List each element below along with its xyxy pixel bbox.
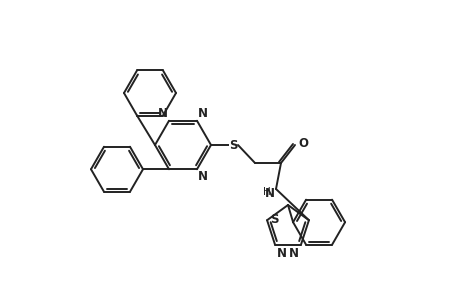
Text: O: O xyxy=(297,136,308,149)
Text: H: H xyxy=(263,187,270,197)
Text: N: N xyxy=(264,187,274,200)
Text: N: N xyxy=(288,247,298,260)
Text: N: N xyxy=(197,107,207,120)
Text: N: N xyxy=(197,170,207,183)
Text: N: N xyxy=(157,107,168,120)
Text: N: N xyxy=(276,247,286,260)
Text: S: S xyxy=(269,213,278,226)
Text: S: S xyxy=(228,139,237,152)
